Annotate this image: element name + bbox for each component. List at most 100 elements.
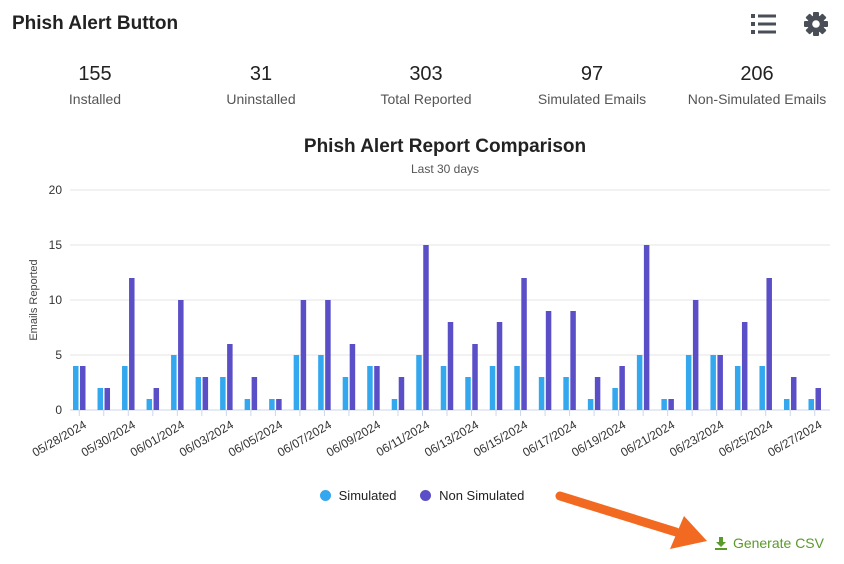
bar-simulated [416, 355, 422, 410]
bar-simulated [342, 377, 349, 410]
x-tick-label: 06/07/2024 [275, 417, 334, 459]
stat-value: 155 [78, 63, 112, 85]
bar-simulated [97, 388, 104, 410]
bar-simulated [391, 399, 398, 410]
bar-non-simulated [129, 278, 135, 410]
report-comparison-chart: Phish Alert Report Comparison Last 30 day… [28, 136, 830, 460]
page-title: Phish Alert Button [12, 13, 179, 34]
legend-simulated-label: Simulated [338, 488, 397, 503]
bar-simulated [685, 355, 692, 410]
bar-simulated [636, 355, 643, 410]
legend-simulated[interactable]: Simulated [319, 488, 397, 503]
legend-non-simulated[interactable]: Non Simulated [420, 488, 524, 503]
bar-simulated [244, 399, 251, 410]
bar-simulated [440, 366, 447, 410]
download-icon [714, 537, 727, 550]
bar-non-simulated [374, 366, 380, 410]
bar-simulated [367, 366, 373, 410]
bar-non-simulated [472, 344, 478, 410]
legend-simulated-swatch [319, 490, 331, 501]
bar-non-simulated [398, 377, 405, 410]
x-tick-label: 06/03/2024 [177, 417, 236, 459]
gear-icon[interactable] [802, 10, 830, 38]
bar-non-simulated [521, 278, 527, 410]
x-tick-label: 06/13/2024 [422, 417, 481, 459]
bar-simulated [783, 399, 790, 410]
bar-non-simulated [741, 322, 748, 410]
bar-non-simulated [668, 399, 674, 410]
bar-non-simulated [692, 300, 699, 410]
bar-non-simulated [153, 388, 160, 410]
stat-label: Installed [68, 91, 122, 107]
chart-title: Phish Alert Report Comparison [304, 136, 586, 157]
bar-non-simulated [447, 322, 454, 410]
bar-non-simulated [766, 278, 772, 410]
x-tick-label: 06/09/2024 [324, 417, 383, 459]
bar-simulated [661, 399, 667, 410]
generate-csv-button[interactable]: Generate CSV [714, 535, 824, 551]
x-tick-label: 06/23/2024 [667, 417, 726, 459]
bar-non-simulated [496, 322, 503, 410]
x-tick-label: 06/27/2024 [765, 417, 824, 459]
stat-value: 303 [409, 63, 443, 85]
stat-label: Uninstalled [226, 91, 296, 107]
y-tick-label: 20 [49, 183, 63, 197]
bar-non-simulated [717, 355, 723, 410]
stat-uninstalled: 31 Uninstalled [176, 62, 346, 108]
x-tick-label: 06/19/2024 [569, 417, 628, 459]
bar-simulated [612, 388, 618, 410]
header-actions [750, 10, 830, 38]
bar-simulated [122, 366, 128, 410]
bar-non-simulated [300, 300, 307, 410]
bar-non-simulated [619, 366, 625, 410]
x-tick-label: 06/11/2024 [374, 417, 433, 459]
bar-non-simulated [545, 311, 552, 410]
bar-simulated [808, 399, 814, 410]
stat-non-simulated-emails: 206 Non-Simulated Emails [672, 62, 842, 108]
bar-simulated [759, 366, 765, 410]
bar-simulated [293, 355, 300, 410]
bar-simulated [195, 377, 202, 410]
bar-simulated [73, 366, 79, 410]
x-tick-label: 06/17/2024 [520, 417, 579, 459]
y-axis-label: Emails Reported [28, 259, 40, 340]
y-tick-label: 10 [49, 293, 63, 307]
legend-non-simulated-swatch [420, 490, 432, 501]
bar-non-simulated [251, 377, 258, 410]
x-tick-label: 06/01/2024 [128, 417, 187, 459]
x-tick-label: 05/28/2024 [30, 417, 89, 459]
y-tick-label: 15 [49, 238, 63, 252]
bar-non-simulated [423, 245, 429, 410]
stat-value: 206 [740, 63, 774, 85]
bar-simulated [269, 399, 275, 410]
stat-value: 97 [580, 63, 604, 85]
bar-simulated [318, 355, 324, 410]
bar-non-simulated [325, 300, 331, 410]
bar-non-simulated [570, 311, 576, 410]
x-tick-label: 06/15/2024 [471, 417, 530, 459]
x-tick-label: 06/25/2024 [716, 417, 775, 459]
bar-simulated [563, 377, 569, 410]
bar-simulated [710, 355, 716, 410]
stats-row: 155 Installed 31 Uninstalled 303 Total R… [0, 62, 844, 112]
bar-non-simulated [815, 388, 821, 410]
bar-simulated [587, 399, 594, 410]
list-icon[interactable] [750, 10, 778, 38]
bar-non-simulated [790, 377, 797, 410]
bar-simulated [734, 366, 741, 410]
bar-simulated [465, 377, 471, 410]
bar-simulated [489, 366, 496, 410]
bar-simulated [146, 399, 153, 410]
x-tick-label: 06/05/2024 [226, 417, 285, 459]
bar-non-simulated [202, 377, 209, 410]
legend-non-simulated-label: Non Simulated [439, 488, 525, 503]
bar-non-simulated [276, 399, 282, 410]
bar-simulated [171, 355, 177, 410]
bar-non-simulated [104, 388, 111, 410]
stat-installed: 155 Installed [10, 62, 180, 108]
bar-simulated [514, 366, 520, 410]
bar-simulated [220, 377, 226, 410]
stat-simulated-emails: 97 Simulated Emails [507, 62, 677, 108]
arrow-head [670, 516, 707, 549]
stat-label: Non-Simulated Emails [687, 91, 827, 107]
